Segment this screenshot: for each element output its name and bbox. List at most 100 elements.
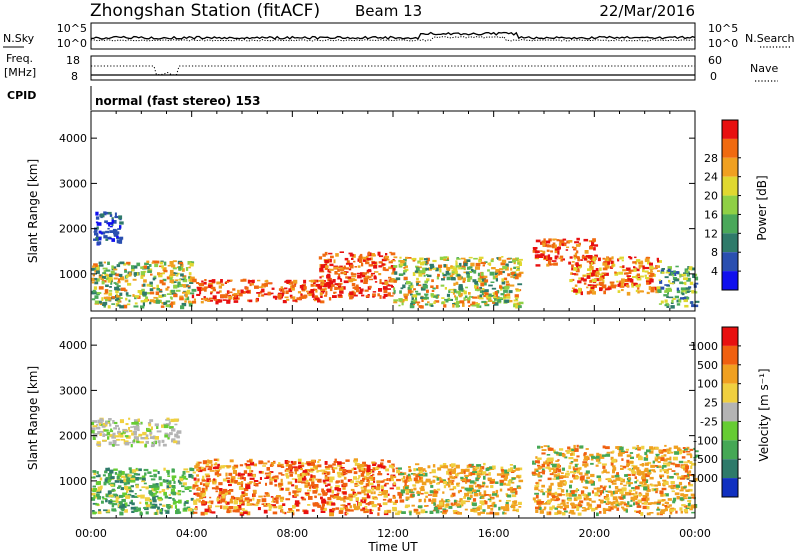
echo-cell xyxy=(339,507,345,511)
echo-cell xyxy=(424,491,429,495)
echo-cell xyxy=(219,488,223,492)
echo-cell xyxy=(144,262,149,266)
echo-cell xyxy=(137,418,140,423)
echo-cell xyxy=(116,264,121,268)
echo-cell xyxy=(182,471,186,475)
echo-cell xyxy=(479,500,484,504)
echo-cell xyxy=(470,269,474,273)
echo-cell xyxy=(478,259,482,263)
echo-cell xyxy=(596,452,600,457)
echo-cell xyxy=(582,493,586,497)
echo-cell xyxy=(375,486,381,491)
echo-cell xyxy=(406,281,411,285)
echo-cell xyxy=(329,494,334,497)
echo-cell xyxy=(415,290,419,293)
echo-cell xyxy=(145,486,149,490)
echo-cell xyxy=(131,469,137,473)
echo-cell xyxy=(642,495,646,499)
echo-cell xyxy=(342,491,347,495)
echo-cell xyxy=(503,277,508,281)
echo-cell xyxy=(605,490,608,493)
y-tick-label: 1000 xyxy=(59,475,87,488)
echo-cell xyxy=(541,240,546,245)
echo-cell xyxy=(329,263,334,267)
echo-cell xyxy=(573,257,576,260)
echo-cell xyxy=(685,465,690,469)
echo-cell xyxy=(415,463,420,466)
echo-cell xyxy=(247,299,250,302)
echo-cell xyxy=(361,501,365,504)
echo-cell xyxy=(646,449,651,453)
echo-cell xyxy=(586,291,591,295)
echo-cell xyxy=(220,465,225,469)
echo-cell xyxy=(109,286,112,288)
echo-cell xyxy=(484,303,490,307)
echo-cell xyxy=(296,297,302,301)
echo-cell xyxy=(166,276,170,280)
echo-cell xyxy=(281,487,284,491)
echo-cell xyxy=(418,477,422,481)
echo-cell xyxy=(93,286,98,290)
echo-cell xyxy=(117,504,120,508)
echo-cell xyxy=(378,471,381,473)
echo-cell xyxy=(476,507,481,511)
echo-cell xyxy=(455,303,459,308)
echo-cell xyxy=(472,502,477,506)
echo-cell xyxy=(111,303,115,305)
echo-cell xyxy=(499,285,503,289)
echo-cell xyxy=(392,508,397,512)
echo-cell xyxy=(130,485,134,488)
echo-cell xyxy=(545,466,550,469)
echo-cell xyxy=(650,271,654,273)
echo-cell xyxy=(370,479,374,481)
echo-cell xyxy=(169,303,173,306)
echo-cell xyxy=(288,288,293,293)
echo-cell xyxy=(550,461,553,464)
echo-cell xyxy=(320,282,325,285)
echo-cell xyxy=(307,504,311,506)
echo-cell xyxy=(673,445,679,449)
echo-cell xyxy=(159,508,162,513)
echo-cell xyxy=(387,292,391,296)
echo-cell xyxy=(154,436,159,440)
echo-cell xyxy=(599,455,605,459)
echo-cell xyxy=(288,491,291,496)
echo-cell xyxy=(622,269,627,272)
echo-cell xyxy=(137,428,140,432)
echo-cell xyxy=(99,422,102,426)
echo-cell xyxy=(498,506,501,511)
echo-cell xyxy=(432,475,437,478)
echo-cell xyxy=(649,476,654,480)
echo-cell xyxy=(577,258,580,262)
echo-cell xyxy=(116,297,120,300)
echo-cell xyxy=(291,478,297,480)
echo-cell xyxy=(626,473,631,477)
echo-cell xyxy=(167,436,170,440)
echo-cell xyxy=(204,511,208,515)
echo-cell xyxy=(548,485,552,490)
echo-cell xyxy=(323,470,328,473)
echo-cell xyxy=(296,509,300,512)
echo-cell xyxy=(477,272,481,277)
echo-cell xyxy=(165,287,169,291)
echo-cell xyxy=(658,279,661,281)
echo-cell xyxy=(461,265,466,268)
echo-cell xyxy=(175,289,181,292)
echo-cell xyxy=(267,460,270,463)
echo-cell xyxy=(465,468,470,472)
echo-cell xyxy=(128,486,132,489)
echo-cell xyxy=(322,503,325,507)
echo-cell xyxy=(605,446,610,450)
echo-cell xyxy=(534,254,538,259)
echo-cell xyxy=(108,491,111,495)
echo-cell xyxy=(458,295,462,298)
echo-cell xyxy=(212,295,217,300)
echo-cell xyxy=(101,500,104,504)
echo-cell xyxy=(109,279,113,282)
echo-cell xyxy=(197,487,201,490)
echo-cell xyxy=(395,277,401,281)
echo-cell xyxy=(412,294,418,298)
echo-cell xyxy=(97,419,100,424)
echo-cell xyxy=(136,262,141,267)
echo-cell xyxy=(368,278,373,281)
